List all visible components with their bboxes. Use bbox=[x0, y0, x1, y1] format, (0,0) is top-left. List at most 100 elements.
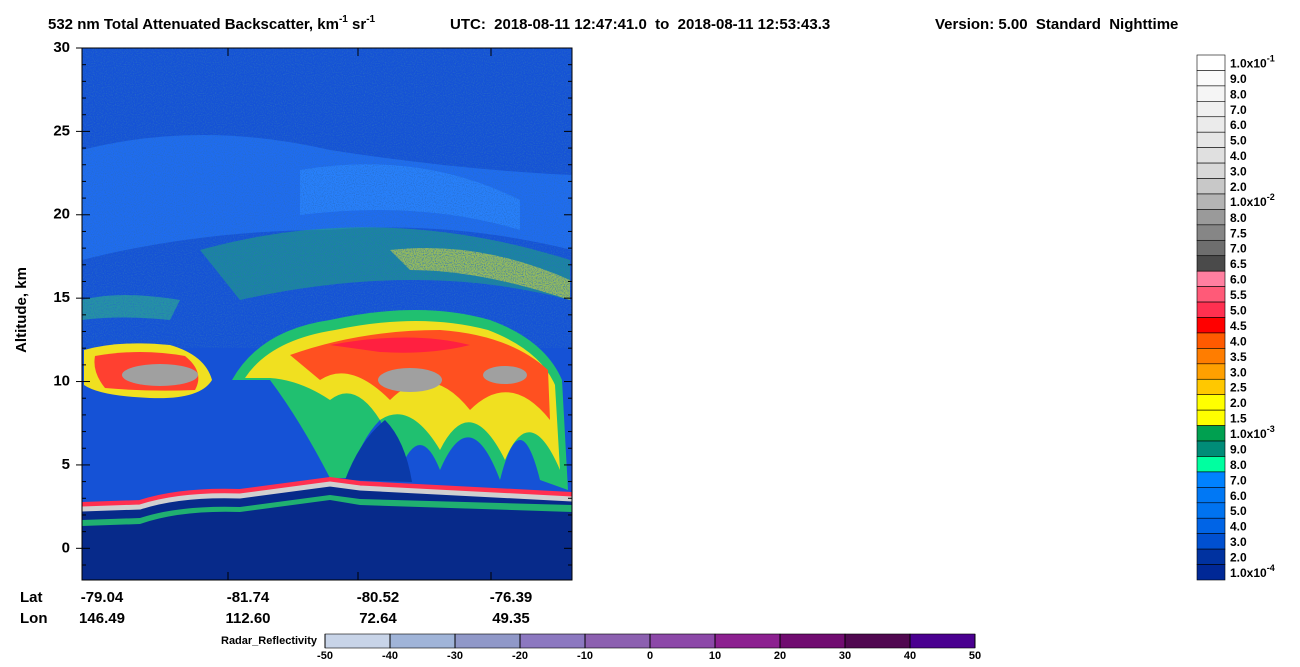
colorbar-swatch bbox=[1196, 178, 1226, 195]
plot-frame bbox=[81, 47, 573, 581]
y-tick-label: 5 bbox=[62, 456, 70, 473]
colorbar-label: 2.0 bbox=[1230, 551, 1247, 565]
lat-label: -80.52 bbox=[357, 589, 400, 606]
radar-swatch bbox=[454, 633, 521, 649]
radar-swatch bbox=[324, 633, 391, 649]
colorbar-swatch bbox=[1196, 517, 1226, 534]
colorbar-swatch bbox=[1196, 116, 1226, 133]
radar-tick-label: 10 bbox=[709, 650, 721, 662]
colorbar-label: 2.5 bbox=[1230, 381, 1247, 395]
colorbar-label: 6.0 bbox=[1230, 273, 1247, 287]
radar-label: Radar_Reflectivity bbox=[221, 635, 318, 647]
colorbar-label: 1.0x10-4 bbox=[1230, 563, 1275, 580]
colorbar-swatch bbox=[1196, 332, 1226, 349]
colorbar-swatch bbox=[1196, 409, 1226, 426]
colorbar-swatch bbox=[1196, 270, 1226, 287]
y-tick-label: 20 bbox=[53, 206, 70, 223]
colorbar-label: 4.0 bbox=[1230, 520, 1247, 534]
colorbar-label: 7.5 bbox=[1230, 226, 1247, 240]
colorbar-label: 6.0 bbox=[1230, 118, 1247, 132]
colorbar-swatch bbox=[1196, 54, 1226, 71]
radar-tick-label: -30 bbox=[447, 650, 463, 662]
colorbar-swatch bbox=[1196, 548, 1226, 565]
colorbar-label-exp: -3 bbox=[1267, 424, 1275, 434]
colorbar-label-exp: -4 bbox=[1267, 563, 1275, 573]
colorbar-label: 2.0 bbox=[1230, 180, 1247, 194]
radar-tick-label: 30 bbox=[839, 650, 851, 662]
radar-tick-label: 20 bbox=[774, 650, 786, 662]
colorbar-swatch bbox=[1196, 147, 1226, 164]
colorbar-label: 5.0 bbox=[1230, 303, 1247, 317]
chart-title: 532 nm Total Attenuated Backscatter, km-… bbox=[48, 14, 376, 33]
title-text: sr bbox=[348, 16, 367, 33]
colorbar-label: 4.0 bbox=[1230, 334, 1247, 348]
version: Version: 5.00 Standard Nighttime bbox=[935, 16, 1178, 33]
radar-swatch bbox=[389, 633, 456, 649]
colorbar-label: 7.0 bbox=[1230, 473, 1247, 487]
colorbar-swatch bbox=[1196, 301, 1226, 318]
y-tick-label: 0 bbox=[62, 539, 70, 556]
colorbar-swatch bbox=[1196, 131, 1226, 148]
colorbar-swatch bbox=[1196, 239, 1226, 257]
colorbar-swatch bbox=[1196, 317, 1226, 334]
radar-tick-label: 50 bbox=[969, 650, 981, 662]
radar-tick-label: -50 bbox=[317, 650, 333, 662]
colorbar-swatch bbox=[1196, 425, 1226, 442]
colorbar-label: 1.0x10-2 bbox=[1230, 193, 1275, 210]
colorbar-swatch bbox=[1196, 502, 1226, 519]
colorbar-label: 5.0 bbox=[1230, 504, 1247, 518]
colorbar-label: 1.0x10-1 bbox=[1230, 54, 1275, 71]
colorbar-swatch bbox=[1196, 101, 1226, 118]
lon-label: 72.64 bbox=[359, 610, 397, 627]
colorbar-swatch bbox=[1196, 564, 1226, 581]
title-exp: -1 bbox=[339, 14, 348, 25]
colorbar-label: 8.0 bbox=[1230, 211, 1247, 225]
colorbar-label: 7.0 bbox=[1230, 103, 1247, 117]
lat-label: -81.74 bbox=[227, 589, 270, 606]
y-tick-label: 25 bbox=[53, 122, 70, 139]
time-range: UTC: 2018-08-11 12:47:41.0 to 2018-08-11… bbox=[450, 16, 830, 33]
y-tick-label: 15 bbox=[53, 289, 70, 306]
radar-swatch bbox=[714, 633, 781, 649]
colorbar-label-base: 1.0x10 bbox=[1230, 56, 1267, 70]
colorbar-label-base: 1.0x10 bbox=[1230, 566, 1267, 580]
colorbar-label: 1.0x10-3 bbox=[1230, 424, 1275, 441]
radar-tick-label: -40 bbox=[382, 650, 398, 662]
colorbar-label: 3.0 bbox=[1230, 365, 1247, 379]
colorbar-label-base: 1.0x10 bbox=[1230, 195, 1267, 209]
radar-tick-label: 40 bbox=[904, 650, 916, 662]
colorbar-label: 9.0 bbox=[1230, 72, 1247, 86]
colorbar-swatch bbox=[1196, 471, 1226, 488]
colorbar-label: 7.0 bbox=[1230, 242, 1247, 256]
y-axis-label: Altitude, km bbox=[13, 267, 30, 353]
title-text: 532 nm Total Attenuated Backscatter, km bbox=[48, 16, 339, 33]
colorbar-label: 6.5 bbox=[1230, 257, 1247, 271]
colorbar-label-exp: -2 bbox=[1267, 193, 1275, 203]
lon-label: 146.49 bbox=[79, 610, 125, 627]
radar-swatch bbox=[909, 633, 976, 649]
colorbar-label: 4.5 bbox=[1230, 319, 1247, 333]
colorbar-swatch bbox=[1196, 363, 1226, 380]
radar-tick-label: -20 bbox=[512, 650, 528, 662]
colorbar-label: 4.0 bbox=[1230, 149, 1247, 163]
colorbar-label: 2.0 bbox=[1230, 396, 1247, 410]
colorbar-label: 1.5 bbox=[1230, 412, 1247, 426]
colorbar-label: 3.0 bbox=[1230, 165, 1247, 179]
backscatter-image bbox=[82, 48, 572, 580]
colorbar-swatch bbox=[1196, 70, 1226, 87]
colorbar-swatch bbox=[1196, 286, 1226, 303]
radar-swatch bbox=[844, 633, 911, 649]
y-tick-label: 10 bbox=[53, 373, 70, 390]
colorbar-swatch bbox=[1196, 533, 1226, 550]
colorbar-swatch bbox=[1196, 193, 1226, 210]
lat-label: -79.04 bbox=[81, 589, 124, 606]
radar-swatch bbox=[779, 633, 846, 649]
colorbar-label: 5.0 bbox=[1230, 134, 1247, 148]
colorbar-label: 5.5 bbox=[1230, 288, 1247, 302]
lon-label: 49.35 bbox=[492, 610, 530, 627]
colorbar-swatch bbox=[1196, 85, 1226, 102]
colorbar-swatch bbox=[1196, 348, 1226, 365]
y-tick-label: 30 bbox=[53, 39, 70, 56]
colorbar-swatch bbox=[1196, 487, 1226, 504]
